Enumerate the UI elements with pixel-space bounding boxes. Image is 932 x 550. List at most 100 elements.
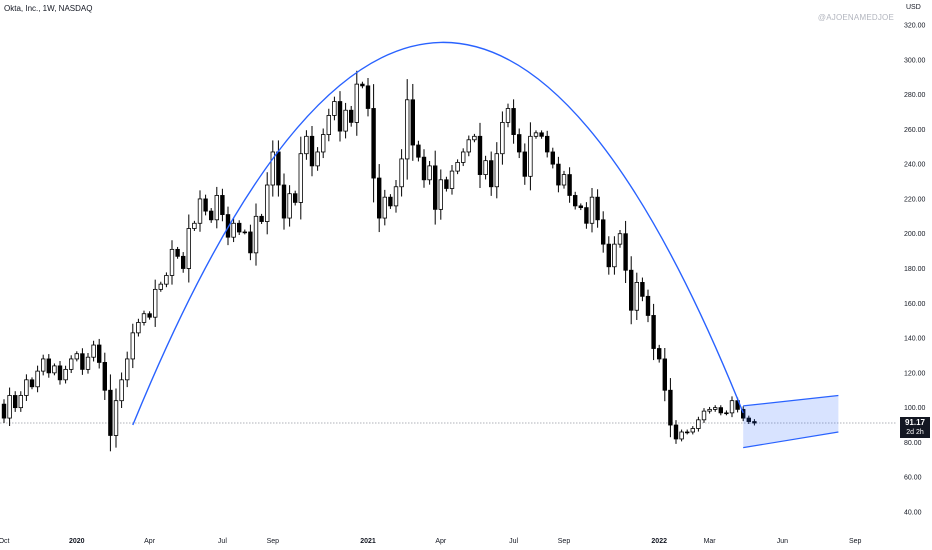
candle-body <box>63 368 68 381</box>
y-tick-label: 320.00 <box>904 23 926 30</box>
candle-body <box>427 165 432 181</box>
candle-body <box>505 108 511 123</box>
candle-body <box>309 135 315 167</box>
candle-body <box>113 400 119 436</box>
candle-body <box>192 222 197 229</box>
candle-body <box>292 193 298 203</box>
candle-body <box>158 283 163 290</box>
candle-body <box>354 83 359 123</box>
candle-body <box>438 179 443 210</box>
candle-body <box>404 99 410 160</box>
candle-body <box>12 395 18 409</box>
candle-body <box>729 400 735 414</box>
candle-body <box>281 184 287 219</box>
candle-body <box>24 379 29 396</box>
candle-body <box>35 370 40 388</box>
candle-body <box>696 419 701 429</box>
candle-body <box>584 207 589 224</box>
x-axis: Oct 2020 Apr Jul Sep 2021 Apr Jul Sep 2022 Mar Jun S… <box>0 538 862 545</box>
wedge-upper-line <box>743 394 839 407</box>
candle-body <box>108 389 113 436</box>
candle-body <box>421 156 427 181</box>
candle-body <box>388 196 393 207</box>
candle-body <box>595 196 600 221</box>
x-tick-label: 2022 <box>651 538 667 545</box>
y-tick-label: 120.00 <box>904 370 926 377</box>
candle-body <box>91 344 96 358</box>
candle-body <box>225 214 231 238</box>
candle-body <box>393 186 399 207</box>
candle-body <box>141 313 147 323</box>
candle-body <box>46 358 51 374</box>
candle-body <box>573 195 578 207</box>
candle-body <box>517 134 522 153</box>
candle-body <box>203 198 208 212</box>
candle-body <box>365 85 371 109</box>
candle-body <box>483 160 488 175</box>
candle-body <box>444 179 449 189</box>
candle-body <box>432 165 438 210</box>
candle-body <box>169 248 175 276</box>
y-tick-label: 300.00 <box>904 57 926 64</box>
candle-body <box>175 248 180 257</box>
x-tick-label: Jul <box>218 538 227 545</box>
candle-body <box>449 170 455 189</box>
candle-body <box>612 243 617 268</box>
y-tick-label: 40.00 <box>904 510 922 517</box>
x-tick-label: 2020 <box>69 538 85 545</box>
candle-body <box>718 407 723 414</box>
candle-body <box>248 231 253 254</box>
candle-body <box>522 151 527 177</box>
x-tick-label: Jul <box>509 538 518 545</box>
candle-body <box>645 295 651 316</box>
y-tick-label: 140.00 <box>904 336 926 343</box>
candles-layer <box>1 70 757 452</box>
x-tick-label: Sep <box>558 538 571 545</box>
candle-body <box>136 322 141 334</box>
y-tick-label: 180.00 <box>904 266 926 273</box>
candle-body <box>533 132 539 137</box>
candle-body <box>7 395 12 419</box>
candle-body <box>348 109 354 123</box>
chart-title: Okta, Inc., 1W, NASDAQ <box>4 4 93 13</box>
candle-body <box>382 196 387 219</box>
y-tick-label: 200.00 <box>904 231 926 238</box>
candle-body <box>259 215 264 222</box>
candle-body <box>270 151 275 186</box>
x-tick-label: Oct <box>0 538 9 545</box>
candle-body <box>488 160 494 188</box>
x-tick-label: Mar <box>704 538 717 545</box>
candle-body <box>701 410 707 421</box>
annotations-layer <box>132 41 839 449</box>
wedge-lower-line <box>743 431 839 449</box>
candle-body <box>539 132 544 137</box>
candle-body <box>606 243 611 268</box>
candle-body <box>662 358 667 391</box>
candle-body <box>466 139 471 153</box>
candle-body <box>561 174 567 186</box>
candle-body <box>264 184 270 222</box>
candle-body <box>242 231 247 234</box>
x-tick-label: Sep <box>849 538 862 545</box>
candle-body <box>707 408 712 412</box>
candle-body <box>52 365 57 374</box>
candle-body <box>601 219 606 245</box>
y-tick-label: 280.00 <box>904 92 926 99</box>
candle-body <box>130 332 135 360</box>
candle-body <box>460 151 466 163</box>
y-tick-label: 240.00 <box>904 162 926 169</box>
wedge-fill <box>743 395 839 448</box>
y-tick-label: 100.00 <box>904 405 926 412</box>
bar-countdown: 2d 2h <box>906 429 924 436</box>
candle-body <box>472 135 477 141</box>
candle-body <box>287 193 292 219</box>
candle-body <box>511 108 516 135</box>
candle-body <box>214 195 219 221</box>
candle-body <box>634 282 639 311</box>
rounding-top-arc <box>132 41 744 426</box>
candle-body <box>152 288 158 318</box>
candle-body <box>752 421 757 424</box>
candle-body <box>80 353 85 370</box>
candle-body <box>186 228 191 269</box>
